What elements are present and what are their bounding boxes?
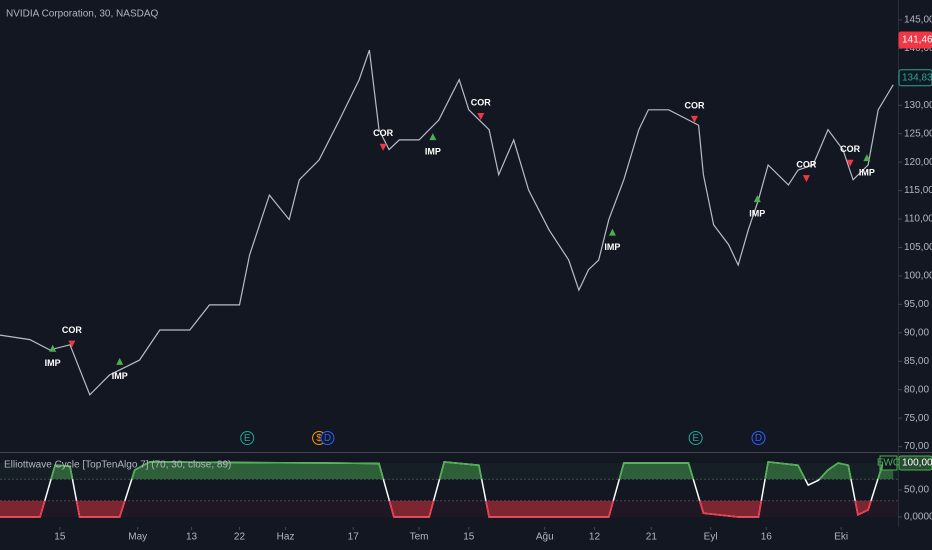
event-label: $ bbox=[316, 433, 322, 444]
tag-box bbox=[883, 455, 897, 470]
pane-bg bbox=[0, 453, 898, 527]
y-tick-label: 95,00 bbox=[904, 299, 929, 310]
signal-marker bbox=[49, 344, 57, 352]
signal-marker bbox=[429, 133, 437, 141]
event-label: D bbox=[755, 433, 762, 444]
signal-marker bbox=[477, 113, 485, 121]
last-value-box bbox=[898, 455, 932, 471]
signal-label: IMP bbox=[604, 242, 620, 252]
signal-label: COR bbox=[684, 100, 705, 110]
event-label: E bbox=[244, 433, 251, 444]
signal-label: IMP bbox=[112, 371, 128, 381]
y-tick-label: 120,00 bbox=[904, 157, 932, 168]
signal-label: COR bbox=[471, 97, 492, 107]
price-line bbox=[0, 49, 894, 396]
last-value-label: 100,00 bbox=[902, 458, 932, 469]
signal-marker bbox=[802, 175, 810, 183]
x-tick-label: 22 bbox=[234, 532, 246, 543]
lower-zone bbox=[0, 500, 898, 518]
signal-label: COR bbox=[373, 128, 394, 138]
y-tick-label: 90,00 bbox=[904, 327, 929, 338]
y-tick-label: 110,00 bbox=[904, 214, 932, 225]
y-tick-label: 85,00 bbox=[904, 356, 929, 367]
x-tick-label: Ağu bbox=[536, 532, 554, 543]
event-label: E bbox=[692, 433, 699, 444]
signal-label: IMP bbox=[425, 146, 441, 156]
signal-label: COR bbox=[840, 144, 861, 154]
y-tick-label: 115,00 bbox=[904, 185, 932, 196]
price-tag bbox=[898, 69, 932, 87]
x-tick-label: 21 bbox=[646, 532, 658, 543]
x-tick-label: 15 bbox=[54, 532, 66, 543]
lower-area bbox=[0, 500, 894, 517]
y-tick-label: 75,00 bbox=[904, 413, 929, 424]
y-tick-label: 145,00 bbox=[904, 15, 932, 26]
tag-box bbox=[879, 455, 898, 471]
indicator-title: Elliottwave Cycle [TopTenAlgo 7] (70, 30… bbox=[4, 460, 231, 471]
signal-marker bbox=[846, 159, 854, 167]
signal-label: IMP bbox=[859, 168, 875, 178]
price-tag-label: 141,46 bbox=[902, 35, 932, 46]
x-tick-label: Tem bbox=[410, 532, 429, 543]
oscillator-line-down bbox=[0, 500, 872, 518]
signal-label: COR bbox=[796, 159, 817, 169]
tag-label: EWC bbox=[877, 458, 900, 469]
x-tick-label: 13 bbox=[186, 532, 198, 543]
oscillator-line-up bbox=[50, 461, 894, 480]
y-tick-label: 130,00 bbox=[904, 100, 932, 111]
upper-zone bbox=[0, 462, 898, 480]
signal-marker bbox=[690, 115, 698, 123]
x-tick-label: 15 bbox=[463, 532, 475, 543]
x-tick-label: 12 bbox=[589, 532, 601, 543]
x-tick-label: Haz bbox=[277, 532, 295, 543]
x-tick-label: 16 bbox=[761, 532, 773, 543]
event-badge bbox=[751, 431, 766, 445]
y-tick-label: 105,00 bbox=[904, 242, 932, 253]
event-badge bbox=[320, 431, 335, 445]
x-tick-label: 17 bbox=[348, 532, 360, 543]
signal-marker bbox=[863, 154, 871, 162]
x-tick-label: Eki bbox=[834, 532, 848, 543]
y-tick-label: 0,0000 bbox=[904, 512, 932, 523]
y-tick-label: 80,00 bbox=[904, 384, 929, 395]
signal-label: IMP bbox=[749, 208, 765, 218]
event-badge bbox=[688, 431, 703, 445]
y-tick-label: 125,00 bbox=[904, 128, 932, 139]
signal-marker bbox=[68, 340, 76, 348]
signal-marker bbox=[116, 357, 124, 365]
y-tick-label: 50,00 bbox=[904, 485, 929, 496]
event-badge bbox=[240, 431, 255, 445]
price-tag bbox=[898, 31, 932, 49]
signal-marker bbox=[379, 143, 387, 151]
upper-area bbox=[0, 461, 894, 480]
price-tag-label: 134,83 bbox=[902, 72, 932, 83]
chart-title: NVIDIA Corporation, 30, NASDAQ bbox=[6, 9, 159, 20]
signal-marker bbox=[608, 228, 616, 236]
signal-label: COR bbox=[62, 325, 83, 335]
signal-marker bbox=[753, 195, 761, 203]
x-tick-label: Eyl bbox=[704, 532, 718, 543]
signal-label: IMP bbox=[45, 358, 61, 368]
event-label: D bbox=[324, 433, 331, 444]
y-tick-label: 100,00 bbox=[904, 271, 932, 282]
y-tick-label: 70,00 bbox=[904, 441, 929, 452]
x-tick-label: May bbox=[128, 532, 147, 543]
